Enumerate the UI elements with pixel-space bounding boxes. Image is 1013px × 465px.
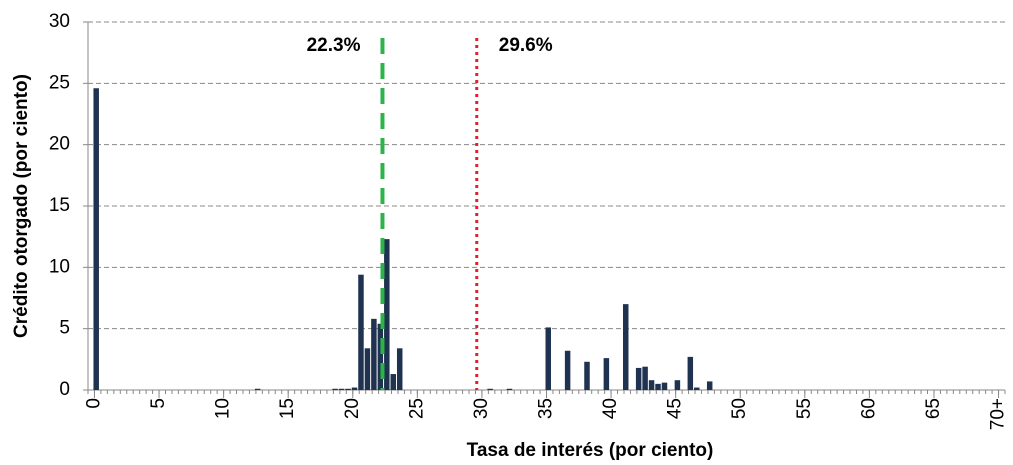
x-tick-label: 25 (406, 398, 427, 419)
bar (603, 358, 610, 390)
bar (371, 318, 377, 390)
y-axis-title: Crédito otorgado (por ciento) (11, 74, 32, 338)
bar (345, 388, 351, 390)
bar (674, 380, 681, 390)
bar (564, 350, 571, 390)
bar (694, 387, 700, 390)
x-tick-label: 65 (923, 398, 944, 419)
bar (687, 356, 694, 390)
bar (93, 88, 99, 391)
bar (358, 274, 364, 390)
bar (390, 374, 397, 390)
x-tick-label: 10 (213, 398, 234, 419)
bar (642, 366, 648, 390)
x-tick-label: 40 (600, 398, 621, 419)
reference-label: 29.6% (499, 35, 553, 56)
x-tick-label: 60 (858, 398, 879, 419)
bar (661, 382, 668, 390)
y-tick-label: 25 (49, 72, 70, 93)
x-tick-label: 50 (729, 398, 750, 419)
bar (648, 380, 655, 390)
x-tick-label: 0 (83, 398, 104, 409)
bar (254, 388, 261, 390)
x-tick-label: 5 (148, 398, 169, 409)
bar (377, 323, 384, 390)
x-tick-label: 55 (794, 398, 815, 419)
x-tick-label: 70+ (988, 398, 1009, 430)
bar (655, 383, 661, 390)
x-tick-label: 45 (665, 398, 686, 419)
x-tick-label: 20 (342, 398, 363, 419)
x-axis-title: Tasa de interés (por ciento) (467, 440, 714, 461)
x-tick-label: 30 (471, 398, 492, 419)
y-tick-label: 15 (49, 195, 70, 216)
bar (384, 239, 390, 390)
bar (396, 348, 403, 390)
y-tick-label: 10 (49, 256, 70, 277)
bar (506, 388, 513, 390)
bar (364, 348, 371, 390)
bar (351, 387, 358, 390)
bar (706, 381, 713, 390)
bar (635, 367, 642, 390)
y-tick-label: 30 (49, 11, 70, 32)
reference-label: 22.3% (307, 35, 361, 56)
x-tick-label: 35 (536, 398, 557, 419)
y-tick-label: 0 (59, 379, 70, 400)
bar (545, 327, 551, 390)
y-tick-label: 5 (59, 318, 70, 339)
bar (584, 361, 590, 390)
bar (487, 388, 493, 390)
y-tick-label: 20 (49, 134, 70, 155)
bar (622, 304, 629, 390)
bar (338, 388, 345, 390)
bar (332, 388, 338, 390)
x-tick-label: 15 (277, 398, 298, 419)
